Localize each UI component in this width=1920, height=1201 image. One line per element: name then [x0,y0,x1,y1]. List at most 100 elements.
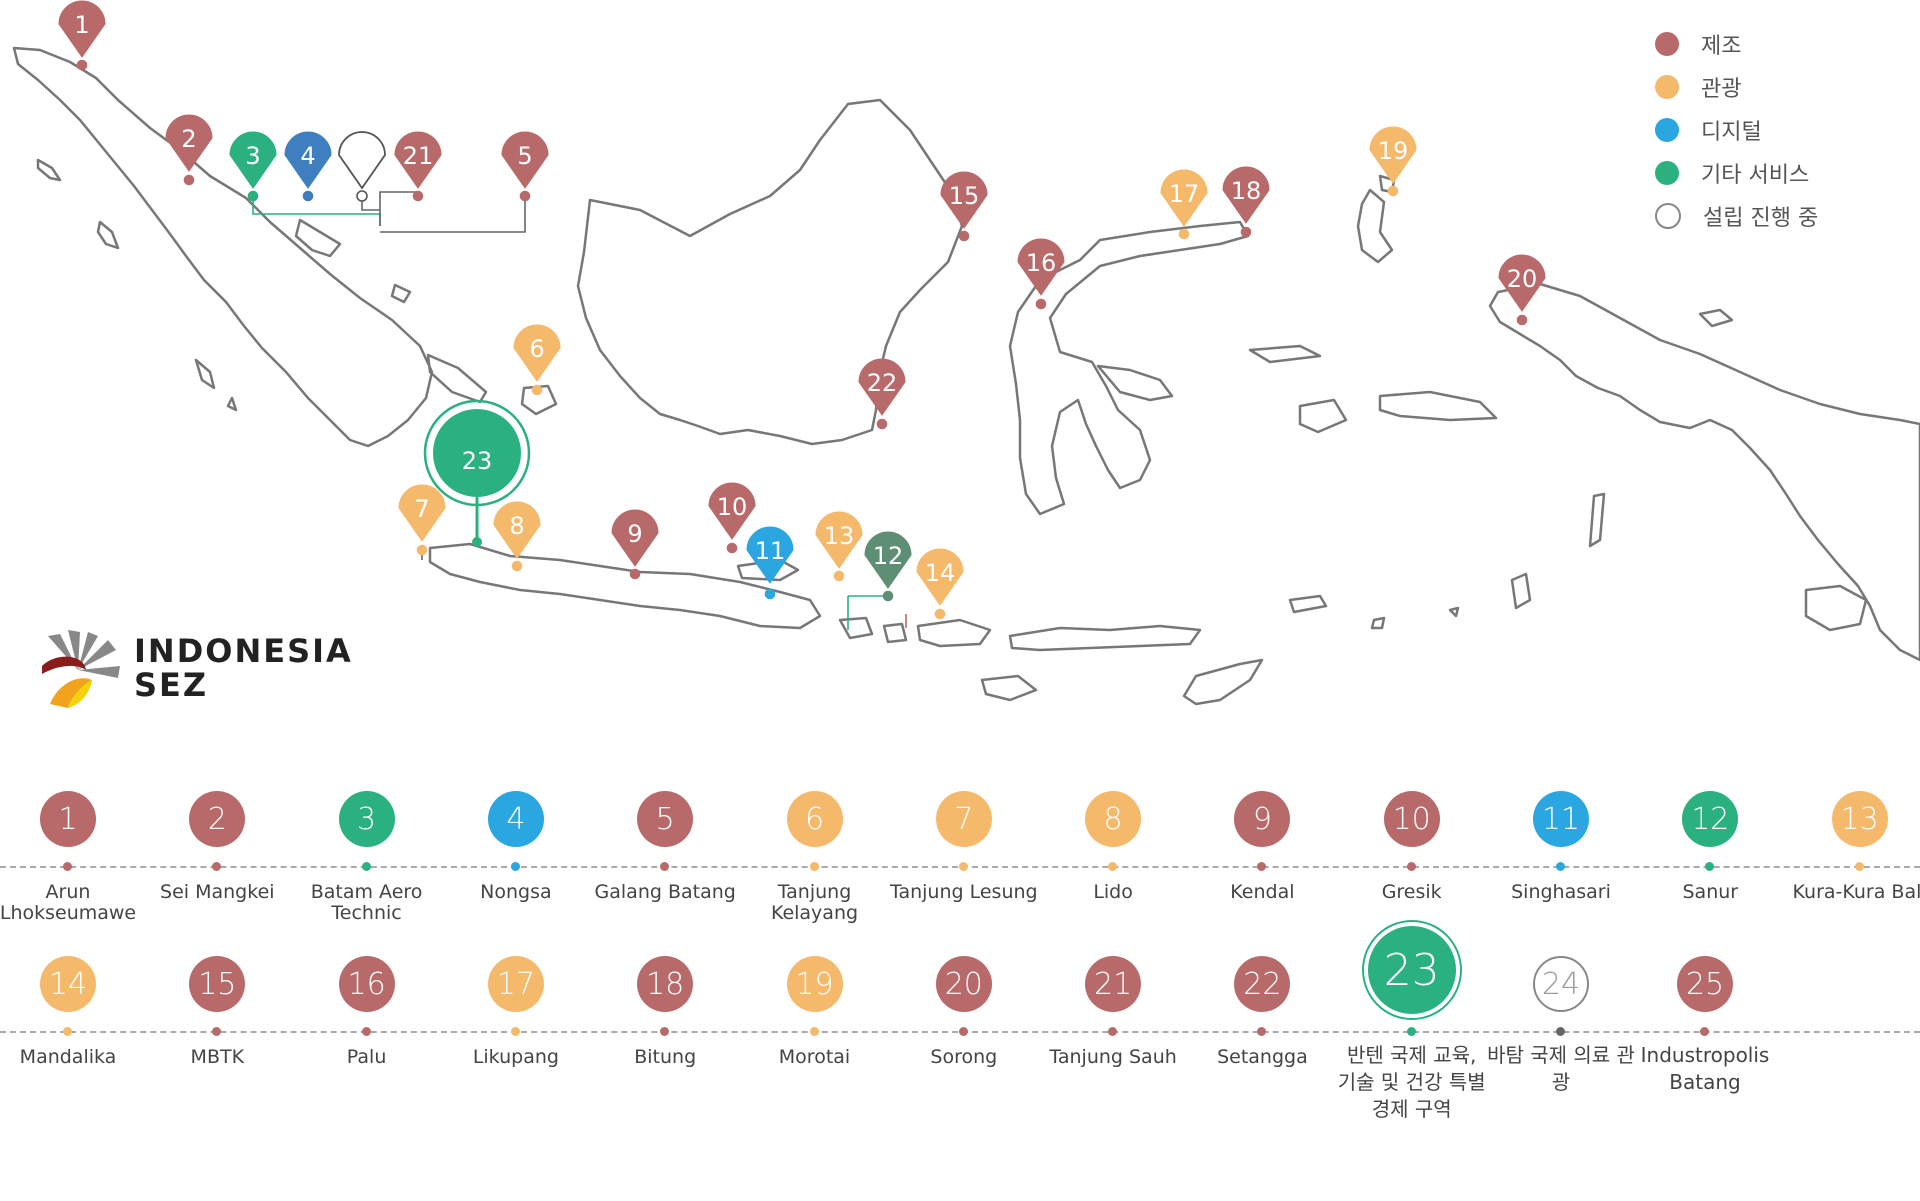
map-pin-icon [165,114,213,172]
zone-badge-23: 23 [1367,926,1456,1014]
zone-badge-2: 2 [189,791,246,847]
map-pin-dot [247,190,259,202]
map-marker-label: 9 [627,520,642,548]
map-marker-label: 18 [1231,177,1262,205]
map-marker-6[interactable]: 6 [513,324,561,396]
map-marker-20[interactable]: 20 [1498,254,1546,326]
map-marker-23[interactable]: 23 [423,399,531,547]
map-pin-dot [76,59,88,71]
map-pin-icon [864,531,912,589]
zone-name: 바탐 국제 의료 관광 [1487,1043,1635,1094]
map-marker-label: 11 [755,537,786,565]
map-marker-label: 21 [403,142,434,170]
zone-badge-21: 21 [1085,956,1142,1012]
map-marker-label: 10 [717,493,748,521]
map-pin-icon [513,324,561,382]
map-marker-22[interactable]: 22 [858,358,906,430]
map-pin-dot [531,384,543,396]
map-marker-15[interactable]: 15 [940,171,988,242]
zone-name: Mandalika [19,1046,117,1068]
papua-bird-islet [1698,308,1734,328]
zone-dot [1257,1027,1267,1036]
buru-island [1298,398,1348,434]
map-marker-10[interactable]: 10 [708,482,756,554]
map-marker-4[interactable]: 4 [284,131,332,202]
map-marker-17[interactable]: 17 [1160,169,1208,240]
aru-islands [1588,492,1606,548]
map-marker-1[interactable]: 1 [58,0,106,71]
map-marker-3[interactable]: 3 [229,131,277,202]
map-marker-7[interactable]: 7 [398,484,446,556]
zone-name: Bitung [634,1046,697,1068]
map-marker-label: 5 [517,142,532,170]
zone-badge-6: 6 [786,791,843,847]
legend-label: 디지털 [1701,119,1762,145]
map-pin-dot [356,190,368,202]
map-marker-5[interactable]: 5 [501,131,549,202]
map-pin-dot [302,190,314,202]
zone-badge-15: 15 [189,956,246,1012]
zone-dot [1406,1027,1416,1036]
map-marker-23-label: 23 [462,447,493,475]
zone-dot [63,1027,72,1036]
map-marker-18[interactable]: 18 [1222,166,1270,238]
zone-name: Tanjung Sauh [1049,1046,1177,1068]
sumatra-islet [194,358,216,390]
map-pin-icon [398,484,446,542]
zone-dot [660,862,670,871]
map-marker-13[interactable]: 13 [815,511,863,582]
map-marker-21[interactable]: 21 [394,131,442,202]
map-marker-19[interactable]: 19 [1369,126,1417,197]
map-pin-dot [1178,228,1190,240]
map-marker-label: 24 [347,142,378,170]
zone-name: Tanjung Kelayang [770,881,859,924]
map-marker-11[interactable]: 11 [746,526,794,600]
map-pin-dot [412,190,424,202]
zone-badge-9: 9 [1234,791,1291,847]
zone-name: Gresik [1381,881,1442,903]
zone-name: Palu [346,1046,387,1068]
zone-dot [660,1027,670,1036]
zone-name: Kura-Kura Bali [1792,881,1920,903]
map-marker-label: 22 [867,369,898,397]
small-islet [1370,616,1386,630]
logo-line1: INDONESIA [134,632,353,670]
legend-label: 기타 서비스 [1701,162,1810,188]
map-pin-icon [58,0,106,58]
zone-name: Tanjung Lesung [890,881,1038,903]
sumbawa-island [916,618,992,648]
map-marker-label: 14 [925,559,956,587]
zone-badge-8: 8 [1085,791,1142,847]
zone-dot [1556,1027,1565,1036]
map-pin-dot [882,590,894,602]
zone-dot [958,862,968,871]
zone-dot [361,1027,371,1036]
zone-badge-22: 22 [1234,956,1291,1012]
sumba-island [980,674,1038,702]
map-marker-14[interactable]: 14 [916,548,964,620]
zone-dot [1108,862,1118,871]
sulawesi-east-arm [1096,364,1174,402]
map-pin-dot [726,542,738,554]
zone-dot [1556,862,1565,871]
map-marker-8[interactable]: 8 [493,501,541,572]
map-pin-icon [708,482,756,540]
map-marker-24[interactable]: 24 [338,131,386,202]
zone-badge-10: 10 [1383,791,1440,847]
zone-name: Galang Batang [594,881,736,903]
map-marker-2[interactable]: 2 [165,114,213,186]
map-marker-12[interactable]: 12 [864,531,912,602]
map-pin-dot [1240,226,1252,238]
zone-name: Likupang [472,1046,559,1068]
lombok-island [882,622,908,644]
map-marker-16[interactable]: 16 [1017,238,1065,310]
zone-badge-17: 17 [487,956,544,1012]
map-pin-icon [1498,254,1546,312]
seram-island [1378,390,1498,422]
zone-name: Singhasari [1511,881,1611,903]
zone-dot [510,1027,520,1036]
map-marker-9[interactable]: 9 [611,509,659,580]
banda-islet [1448,606,1460,618]
